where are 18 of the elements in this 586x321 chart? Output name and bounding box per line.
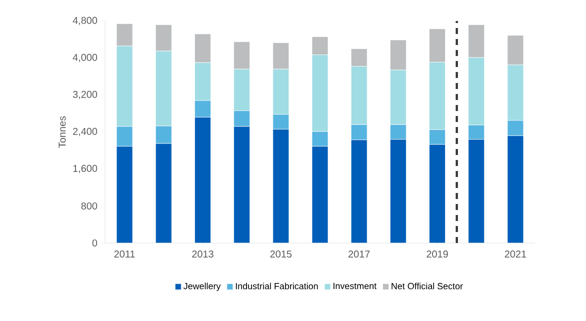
legend-label: Jewellery	[184, 282, 221, 292]
legend-label: Net Official Sector	[392, 282, 463, 290]
x-tick-label: 2019	[426, 250, 448, 258]
x-tick-label: 2011	[114, 250, 135, 258]
y-tick-label: 800	[81, 202, 98, 210]
x-tick-label: 2013	[192, 250, 214, 258]
legend-label: Investment	[334, 282, 376, 290]
x-tick-label: 2021	[504, 250, 526, 258]
legend-label: Industrial Fabrication	[236, 282, 318, 290]
y-axis-title: Tonnes	[58, 116, 66, 148]
y-tick-label: 0	[92, 239, 98, 247]
y-tick-label: 4,800	[72, 16, 98, 26]
x-tick-label: 2017	[348, 250, 370, 258]
y-tick-label: 1,600	[73, 164, 98, 174]
y-tick-label: 2,400	[73, 128, 98, 136]
y-tick-label: 3,200	[72, 90, 98, 100]
x-tick-label: 2015	[270, 250, 292, 258]
y-tick-label: 4,000	[72, 54, 98, 62]
